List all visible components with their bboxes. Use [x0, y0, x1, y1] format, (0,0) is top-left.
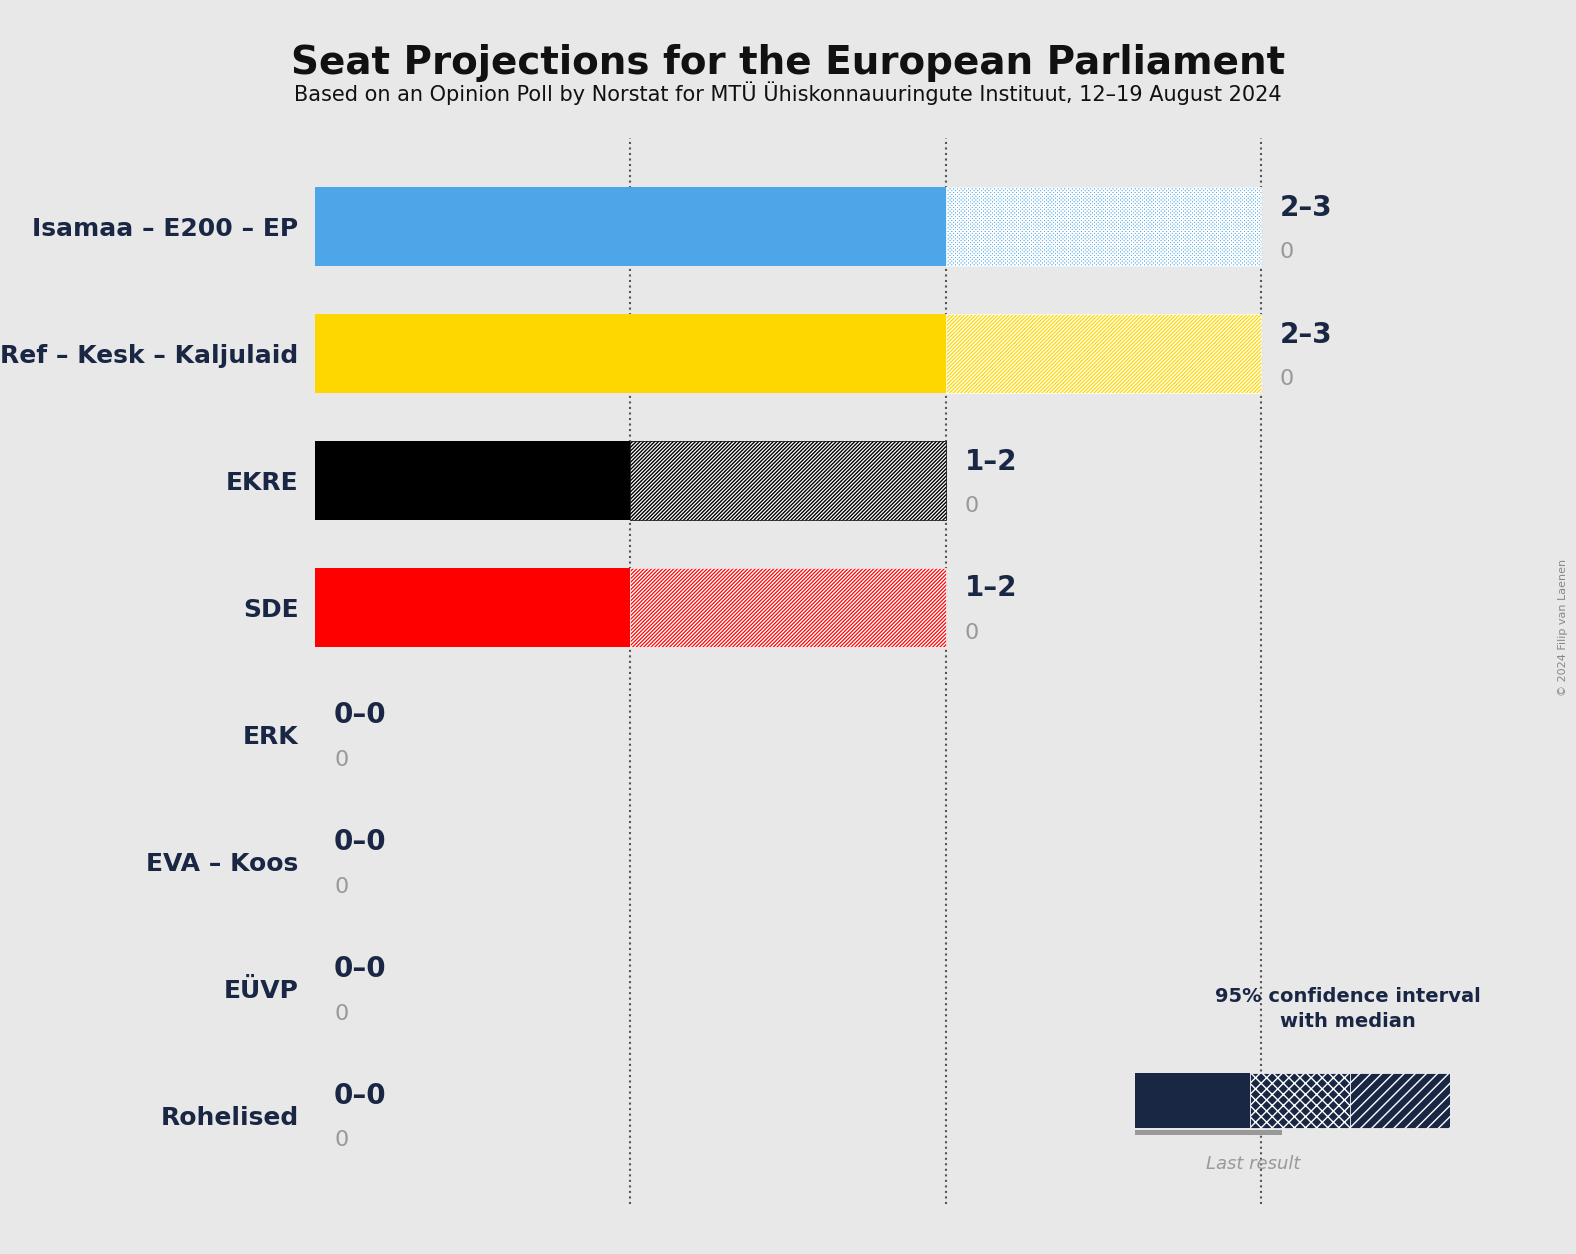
Bar [630, 441, 946, 520]
Text: 95% confidence interval
with median: 95% confidence interval with median [1215, 987, 1480, 1032]
Bar [630, 441, 946, 520]
Bar [315, 315, 946, 393]
Text: 0: 0 [334, 750, 348, 770]
Text: 0: 0 [334, 1003, 348, 1023]
Text: 0: 0 [1280, 242, 1294, 262]
Text: Last result: Last result [1206, 1155, 1300, 1172]
Text: 1–2: 1–2 [965, 574, 1017, 602]
Bar [315, 568, 630, 647]
Bar [946, 187, 1261, 266]
Bar [315, 441, 630, 520]
Text: 0–0: 0–0 [334, 701, 386, 730]
Text: 0–0: 0–0 [334, 956, 386, 983]
Text: 0: 0 [1280, 369, 1294, 389]
Bar [946, 187, 1261, 266]
Bar [1135, 1130, 1281, 1145]
Text: 1–2: 1–2 [965, 448, 1017, 475]
Text: 0–0: 0–0 [334, 1082, 386, 1110]
Text: 0: 0 [965, 495, 979, 515]
Text: 0: 0 [334, 1130, 348, 1150]
Bar [315, 187, 946, 266]
Text: 0–0: 0–0 [334, 828, 386, 856]
Bar [946, 315, 1261, 393]
Text: 0: 0 [334, 877, 348, 897]
Bar [630, 568, 946, 647]
Bar [1250, 1073, 1351, 1129]
Text: © 2024 Filip van Laenen: © 2024 Filip van Laenen [1559, 558, 1568, 696]
Text: 0: 0 [965, 623, 979, 643]
Bar [1351, 1073, 1450, 1129]
Bar [946, 315, 1261, 393]
Bar [1135, 1073, 1250, 1129]
Text: 2–3: 2–3 [1280, 193, 1332, 222]
Text: Seat Projections for the European Parliament: Seat Projections for the European Parlia… [292, 44, 1284, 82]
Bar [630, 568, 946, 647]
Text: 2–3: 2–3 [1280, 321, 1332, 349]
Text: Based on an Opinion Poll by Norstat for MTÜ Ühiskonnauuringute Instituut, 12–19 : Based on an Opinion Poll by Norstat for … [295, 82, 1281, 105]
